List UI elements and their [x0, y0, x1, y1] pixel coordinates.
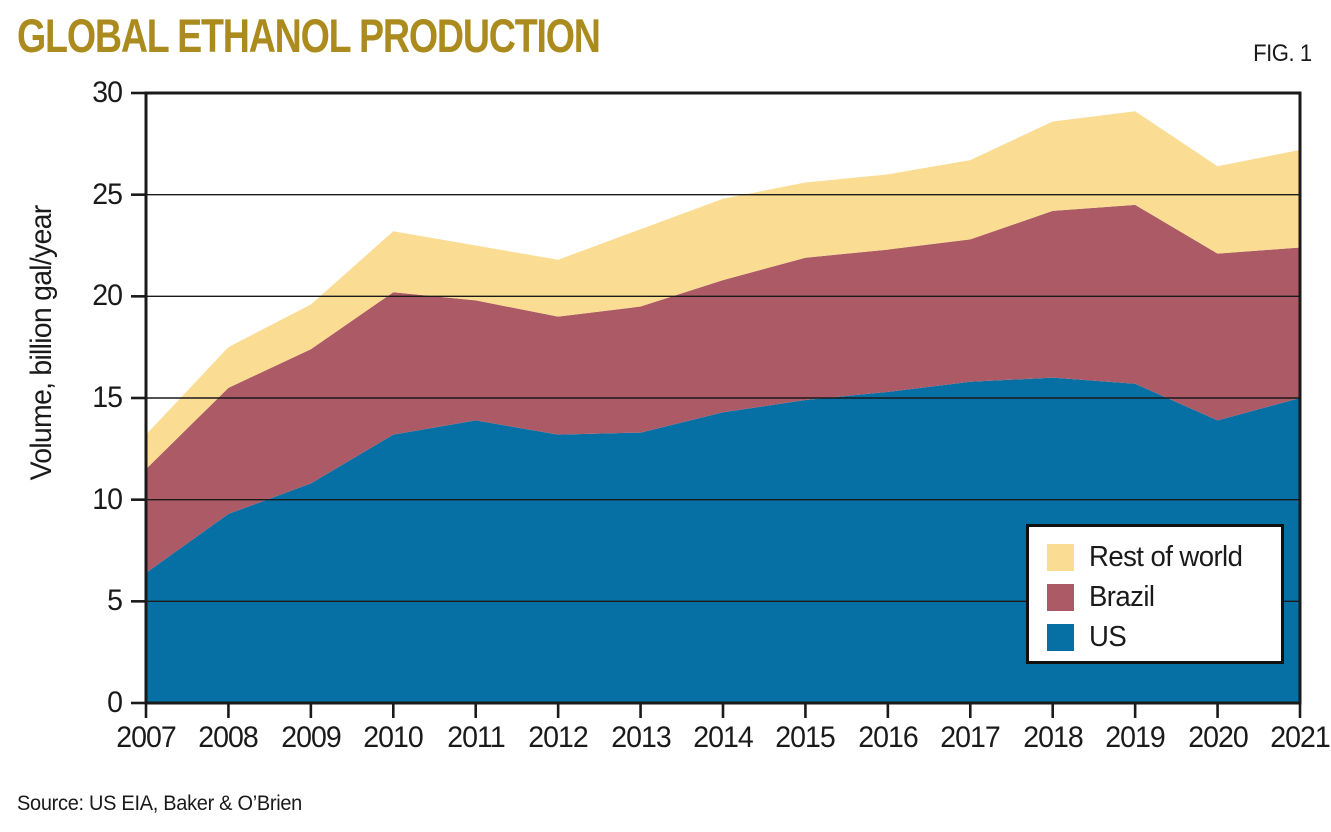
x-tick-label-2011: 2011: [446, 721, 505, 754]
y-tick-label-5: 5: [107, 584, 123, 618]
chart-title: GLOBAL ETHANOL PRODUCTION: [17, 9, 601, 62]
x-tick-label-2016: 2016: [858, 721, 919, 754]
legend-swatch-icon: [1047, 583, 1074, 611]
source-note: Source: US EIA, Baker & O’Brien: [17, 792, 302, 815]
x-tick-label-2008: 2008: [198, 721, 260, 754]
x-tick-label-2010: 2010: [363, 721, 424, 754]
y-tick-label-0: 0: [107, 686, 123, 719]
x-tick-label-2017: 2017: [940, 721, 1001, 754]
y-tick-label-15: 15: [92, 381, 123, 414]
x-tick-label-2020: 2020: [1187, 721, 1249, 754]
legend-item-brazil: Brazil: [1047, 578, 1281, 616]
area-rest-of-world: [146, 111, 1300, 470]
legend: Rest of world Brazil US: [1026, 524, 1284, 664]
x-tick-label-2018: 2018: [1022, 721, 1084, 754]
y-tick-label-25: 25: [92, 177, 123, 211]
x-tick-label-2014: 2014: [693, 721, 754, 754]
legend-label: Rest of world: [1089, 540, 1243, 573]
legend-swatch-icon: [1047, 623, 1074, 651]
area-us: [146, 377, 1300, 703]
y-tick-label-30: 30: [92, 76, 123, 109]
legend-swatch-icon: [1047, 543, 1074, 571]
legend-item-rest-of-world: Rest of world: [1047, 538, 1281, 576]
legend-label: Brazil: [1089, 580, 1155, 613]
legend-item-us: US: [1047, 618, 1281, 656]
x-tick-label-2019: 2019: [1105, 721, 1166, 754]
x-tick-label-2012: 2012: [528, 721, 589, 754]
y-tick-label-20: 20: [92, 279, 123, 313]
figure-number-label: FIG. 1: [1253, 40, 1312, 67]
legend-label: US: [1089, 620, 1127, 653]
x-tick-label-2009: 2009: [281, 721, 342, 754]
y-axis-title: Volume, billion gal/year: [25, 205, 58, 481]
x-tick-label-2013: 2013: [610, 721, 672, 754]
x-tick-label-2015: 2015: [775, 721, 837, 754]
x-tick-label-2021: 2021: [1270, 721, 1331, 754]
y-tick-label-10: 10: [92, 482, 123, 516]
x-tick-label-2007: 2007: [116, 721, 177, 754]
